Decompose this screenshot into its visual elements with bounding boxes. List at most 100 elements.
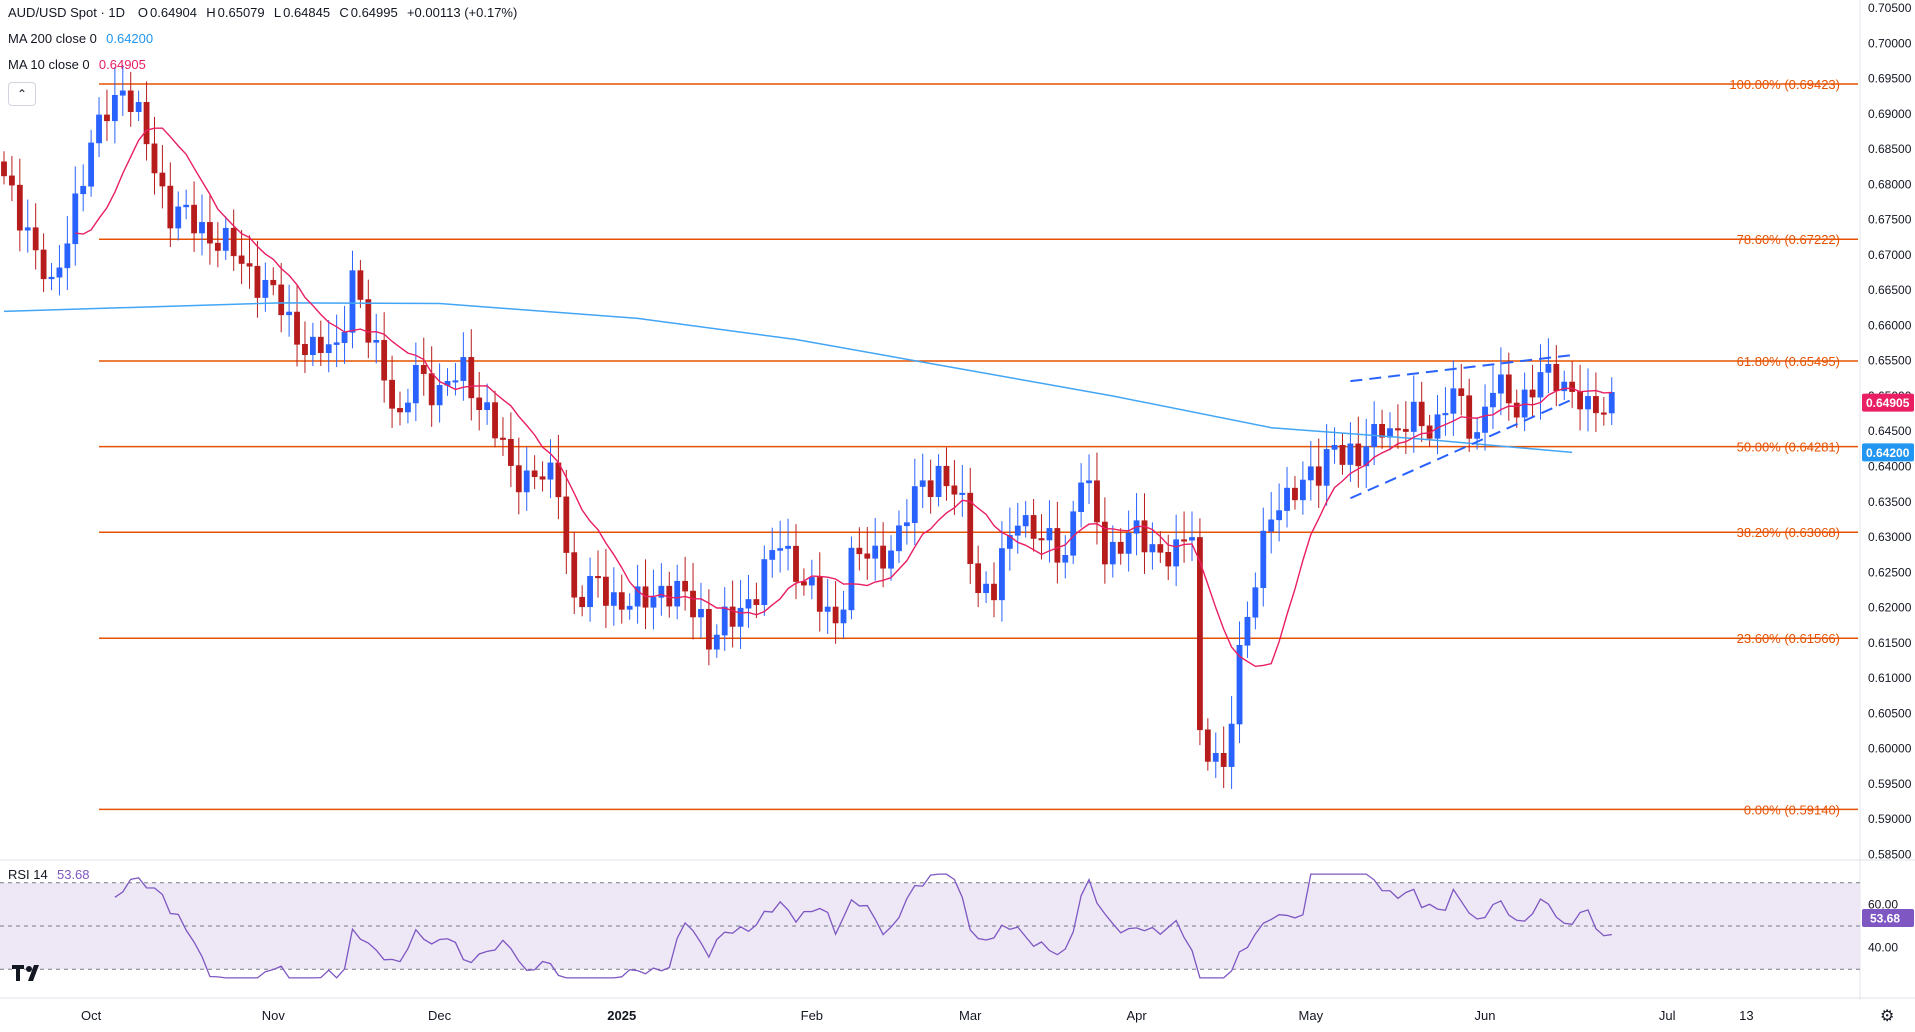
fib-level-label: 38.20% (0.63068) — [1737, 525, 1840, 540]
fib-level-label: 61.80% (0.65495) — [1737, 354, 1840, 369]
candle-up — [436, 385, 443, 406]
candle-up — [903, 522, 910, 527]
candle-down — [927, 480, 934, 497]
candle-down — [729, 606, 736, 627]
candle-down — [1379, 424, 1385, 438]
high-value: 0.65079 — [217, 5, 265, 20]
low-value: 0.64845 — [283, 5, 331, 20]
candle-down — [476, 397, 483, 410]
candle-up — [610, 592, 617, 606]
candle-up — [349, 270, 356, 333]
gear-icon[interactable]: ⚙ — [1880, 1008, 1895, 1025]
candle-up — [88, 142, 95, 187]
candle-down — [555, 462, 562, 498]
close-label: C — [339, 5, 349, 20]
ma10-line — [75, 127, 1612, 668]
rsi-line — [114, 873, 1612, 979]
y-tick-label: 0.68000 — [1868, 177, 1912, 191]
candle-down — [1569, 381, 1576, 392]
candle-up — [48, 276, 55, 280]
candle-up — [1537, 372, 1544, 398]
candle-down — [880, 545, 887, 569]
candle-up — [64, 243, 71, 269]
candle-up — [634, 586, 641, 607]
tradingview-logo-icon[interactable] — [10, 962, 44, 984]
y-tick-label: 0.66000 — [1868, 318, 1912, 332]
change-value: +0.00113 (+0.17%) — [406, 5, 518, 20]
candle-up — [373, 340, 380, 343]
x-tick-label: 2025 — [607, 1008, 636, 1023]
candle-down — [214, 242, 221, 251]
collapse-legend-button[interactable]: ⌃ — [8, 82, 36, 106]
candle-down — [381, 340, 388, 381]
candle-down — [492, 402, 498, 439]
candle-down — [246, 263, 253, 267]
price-badge — [1862, 443, 1914, 462]
candle-down — [317, 336, 324, 354]
candle-up — [460, 357, 467, 381]
candle-down — [1, 161, 7, 177]
candle-down — [254, 265, 261, 298]
y-tick-label: 0.69500 — [1868, 72, 1912, 86]
candle-up — [1228, 723, 1235, 767]
x-tick-label: Jun — [1475, 1008, 1496, 1023]
candle-up — [1022, 515, 1029, 527]
candle-down — [1101, 521, 1108, 565]
price-badge-label: 0.64200 — [1866, 446, 1910, 460]
candle-down — [1157, 544, 1164, 553]
candle-down — [420, 365, 427, 374]
candle-up — [1212, 753, 1219, 762]
ma10-legend[interactable]: MA 10 close 0 0.64905 — [8, 57, 148, 72]
candle-down — [238, 255, 245, 264]
candle-down — [991, 583, 997, 601]
x-tick-label: Oct — [81, 1008, 102, 1023]
candle-down — [127, 90, 134, 112]
candle-up — [698, 609, 704, 618]
candle-up — [1244, 616, 1251, 646]
y-tick-label: 0.64000 — [1868, 460, 1912, 474]
y-tick-label: 0.62500 — [1868, 565, 1912, 579]
candle-up — [1347, 443, 1354, 465]
candle-down — [167, 185, 174, 229]
candle-down — [32, 227, 39, 251]
candle-down — [531, 470, 538, 477]
candle-down — [690, 590, 696, 618]
candle-down — [40, 249, 47, 280]
y-tick-label: 0.64500 — [1868, 424, 1912, 438]
candle-down — [1117, 541, 1124, 554]
y-tick-label: 0.69000 — [1868, 107, 1912, 121]
candle-up — [1331, 444, 1338, 450]
fib-level-label: 50.00% (0.64281) — [1737, 440, 1840, 455]
y-tick-label: 0.66500 — [1868, 283, 1912, 297]
rsi-tick-label: 40.00 — [1868, 941, 1898, 955]
candle-up — [626, 605, 633, 610]
candle-down — [159, 172, 166, 187]
rsi-badge — [1862, 909, 1914, 928]
ma200-label: MA 200 close 0 — [8, 31, 97, 46]
candle-down — [1204, 729, 1211, 762]
candle-up — [769, 550, 776, 560]
y-tick-label: 0.65500 — [1868, 354, 1912, 368]
candle-up — [1125, 532, 1132, 554]
candle-down — [832, 606, 839, 624]
candle-up — [959, 492, 966, 495]
candle-up — [777, 548, 784, 551]
y-tick-label: 0.67500 — [1868, 213, 1912, 227]
x-tick-label: Dec — [428, 1008, 452, 1023]
candle-up — [919, 480, 926, 487]
candle-down — [302, 344, 308, 356]
rsi-legend[interactable]: RSI 14 53.68 — [8, 867, 92, 882]
ma200-legend[interactable]: MA 200 close 0 0.64200 — [8, 31, 155, 46]
x-tick-label: May — [1299, 1008, 1324, 1023]
x-tick-label: Nov — [262, 1008, 286, 1023]
candle-up — [412, 365, 419, 404]
candle-up — [1173, 539, 1180, 567]
candle-up — [222, 227, 229, 251]
candle-up — [286, 311, 293, 316]
candle-up — [1561, 381, 1568, 392]
candle-down — [389, 379, 395, 409]
candle-up — [1307, 466, 1314, 481]
ma10-value: 0.64905 — [98, 57, 146, 72]
candle-down — [207, 222, 213, 244]
